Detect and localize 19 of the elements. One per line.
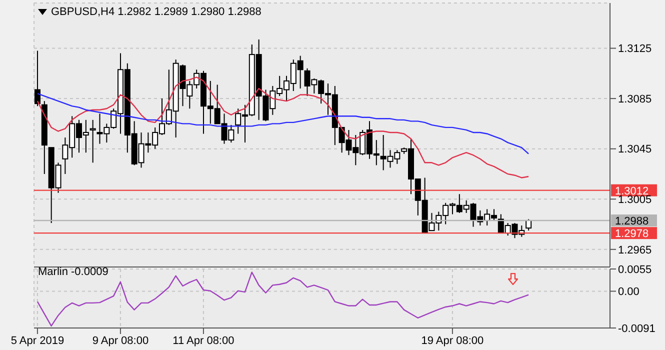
- y-tick-label: 1.3125: [618, 43, 652, 56]
- x-tick-label: 11 Apr 08:00: [172, 334, 234, 347]
- y-tick-label: 0.0055: [618, 264, 652, 276]
- annotation: Marlin -0.0009: [38, 266, 108, 278]
- candlestick: [90, 119, 96, 164]
- y-tick-label: 1.2965: [618, 244, 652, 256]
- y-tick-label: 0.00: [618, 286, 640, 298]
- y-tick-label: 1.3005: [618, 194, 652, 206]
- y-tick-label: 1.3085: [618, 93, 652, 106]
- x-tick-label: 5 Apr 2019: [10, 334, 64, 347]
- ref-line-label: 1.2988: [615, 215, 649, 228]
- candlestick: [34, 50, 40, 107]
- x-tick-label: 19 Apr 08:00: [421, 334, 484, 347]
- y-tick-label: 1.3045: [618, 144, 652, 156]
- y-tick-label: -0.0091: [618, 322, 656, 335]
- chart-title: GBPUSD,H4 1.2982 1.2989 1.2980 1.2988: [51, 6, 262, 18]
- ref-line-label: 1.2978: [615, 228, 649, 240]
- candlestick: [526, 218, 532, 232]
- x-tick-label: 9 Apr 08:00: [92, 334, 149, 347]
